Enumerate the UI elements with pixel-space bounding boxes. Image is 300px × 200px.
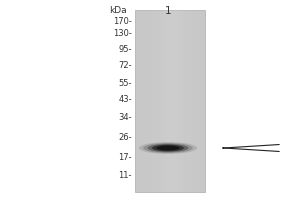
Ellipse shape (152, 145, 184, 151)
Ellipse shape (148, 144, 188, 152)
Text: kDa: kDa (109, 6, 127, 15)
Ellipse shape (156, 146, 180, 150)
Bar (191, 10, 194, 192)
Bar (149, 10, 152, 192)
Ellipse shape (143, 143, 193, 153)
Ellipse shape (139, 142, 197, 154)
Text: 34-: 34- (118, 114, 132, 122)
Text: 1: 1 (165, 6, 171, 16)
Bar (167, 10, 170, 192)
Bar (170, 10, 173, 192)
Bar (184, 10, 188, 192)
Text: 26-: 26- (118, 134, 132, 142)
Bar (135, 10, 139, 192)
Bar (152, 10, 156, 192)
Bar (146, 10, 149, 192)
Text: 43-: 43- (118, 95, 132, 104)
Bar (160, 10, 163, 192)
Text: 72-: 72- (118, 62, 132, 71)
Bar (139, 10, 142, 192)
Bar (135, 10, 205, 192)
Bar (177, 10, 181, 192)
Text: 95-: 95- (118, 46, 132, 54)
Bar (202, 10, 205, 192)
Bar (188, 10, 191, 192)
Text: 11-: 11- (118, 171, 132, 180)
Bar (173, 10, 177, 192)
Bar (163, 10, 166, 192)
Text: 55-: 55- (118, 78, 132, 88)
Bar (142, 10, 146, 192)
Bar (198, 10, 202, 192)
Text: 170-: 170- (113, 18, 132, 26)
Text: 130-: 130- (113, 29, 132, 38)
Bar (156, 10, 160, 192)
Text: 17-: 17- (118, 154, 132, 162)
Bar (181, 10, 184, 192)
Bar (194, 10, 198, 192)
